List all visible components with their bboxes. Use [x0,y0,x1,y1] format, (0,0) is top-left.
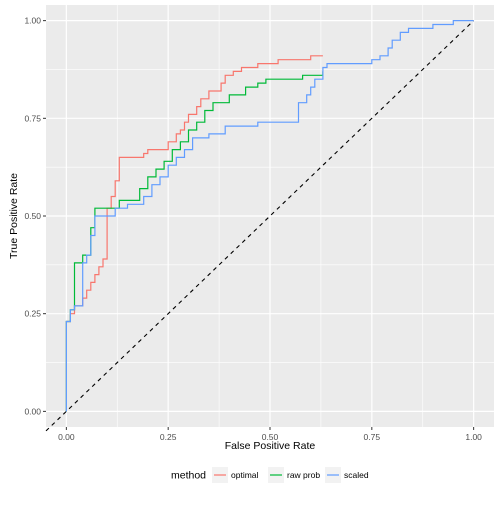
legend-label: optimal [231,470,259,480]
y-tick-label: 0.25 [24,309,41,319]
x-tick-label: 0.75 [364,432,381,442]
x-tick-label: 0.00 [58,432,75,442]
x-tick-label: 1.00 [465,432,482,442]
legend-label: scaled [344,470,369,480]
y-tick-label: 1.00 [24,16,41,26]
x-tick-label: 0.25 [160,432,177,442]
y-tick-label: 0.75 [24,113,41,123]
series-line-scaled [65,20,474,412]
y-tick-label: 0.00 [24,406,41,416]
legend-title: method [171,470,206,482]
diagonal-reference-line [45,20,475,432]
x-tick-label: 0.50 [262,432,279,442]
y-tick-label: 0.50 [24,211,41,221]
x-axis-title: False Positive Rate [225,440,316,452]
y-axis-title: True Positive Rate [8,173,20,259]
legend-label: raw prob [287,470,320,480]
series-line-optimal [65,55,323,412]
